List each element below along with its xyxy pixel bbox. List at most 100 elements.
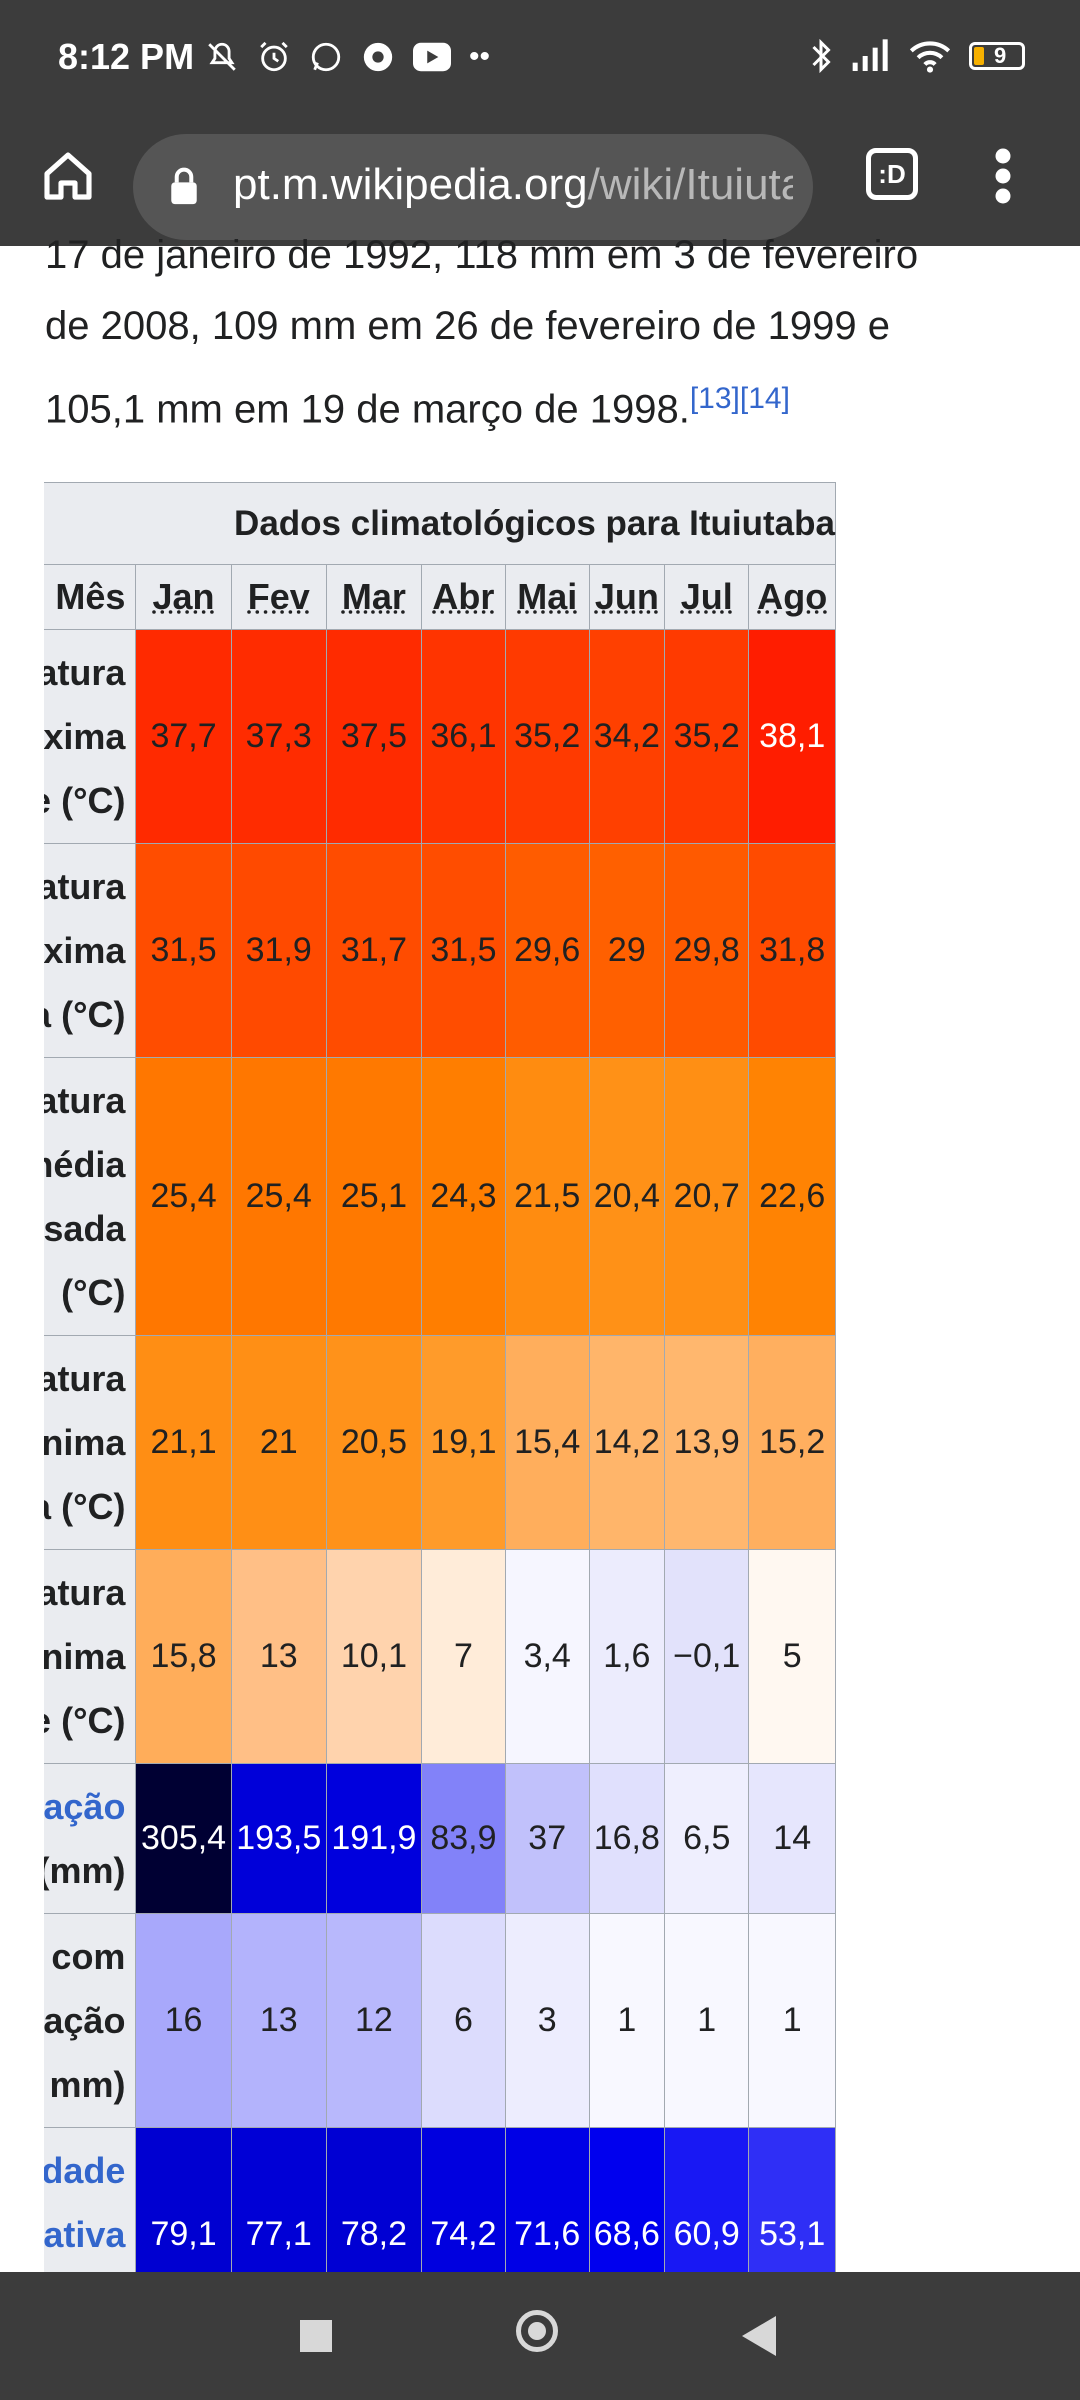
home-icon[interactable] [40,148,96,204]
row-header[interactable]: Precipitação (mm) [44,1763,137,1914]
table-cell: 25,1 [325,1057,423,1336]
table-cell: 191,9 [325,1763,423,1914]
home-button[interactable] [516,2310,558,2352]
row-header-line[interactable]: (mm) [44,1849,126,1891]
table-cell: 31,8 [748,843,836,1058]
row-header-line: (°C) [61,1271,126,1313]
table-cell: 15,4 [504,1335,590,1550]
table-cell: 20,7 [664,1057,750,1336]
table-cell: 74,2 [421,2127,506,2272]
row-header: Temperatura máxima média (°C) [44,843,137,1058]
row-header: Temperatura média compensada (°C) [44,1057,137,1336]
table-cell: 25,4 [230,1057,327,1336]
table-cell: 38,1 [748,629,836,844]
month-header-7[interactable]: Ago [748,564,836,630]
address-bar[interactable]: pt.m.wikipedia.org/wiki/Ituiutaba [133,134,813,240]
table-row: Temperatura mínima média (°C)21,12120,519,… [44,1335,836,1550]
row-header: Temperatura mínima recorde (°C) [44,1549,137,1764]
table-cell: 193,5 [230,1763,327,1914]
row-header[interactable]: Umidaderelativa(%) [44,2127,137,2272]
status-time: 8:12 PM [58,36,195,77]
row-header-line: Temperatura [44,865,126,907]
table-cell: 60,9 [664,2127,750,2272]
table-cell: 5 [748,1549,836,1764]
month-header-3[interactable]: Abr [421,564,506,630]
table-cell: 3 [504,1913,590,2128]
row-header-line: máxima [44,715,126,757]
table-cell: 13 [230,1549,327,1764]
month-header-4[interactable]: Mai [504,564,590,630]
month-header-1[interactable]: Fev [230,564,327,630]
paragraph-line: de 2008, 109 mm em 26 de fevereiro de 19… [45,304,890,348]
table-cell: 15,8 [135,1549,232,1764]
table-cell: 7 [421,1549,506,1764]
table-cell: 15,2 [748,1335,836,1550]
table-cell: 25,4 [135,1057,232,1336]
table-caption: Dados climatológicos para Ituiutaba [44,482,836,565]
tab-switcher-button[interactable]: :D [866,148,918,200]
url-host: pt.m.wikipedia.org [233,160,588,209]
table-cell: 71,6 [504,2127,590,2272]
table-cell: 31,5 [135,843,232,1058]
table-cell: 37,7 [135,629,232,844]
table-cell: 305,4 [135,1763,232,1914]
youtube-icon [413,42,451,72]
table-cell: 20,5 [325,1335,423,1550]
month-header-6[interactable]: Jul [664,564,750,630]
table-cell: 6,5 [664,1763,750,1914]
row-header-line[interactable]: Precipitação [44,1785,126,1827]
month-header-5[interactable]: Jun [588,564,666,630]
table-cell: −0,1 [664,1549,750,1764]
row-header-line: média (°C) [44,1485,126,1527]
table-cell: 78,2 [325,2127,423,2272]
reference-link[interactable]: [13] [689,382,740,415]
table-cell: 14 [748,1763,836,1914]
table-cell: 10,1 [325,1549,423,1764]
month-label: Fev [247,576,310,617]
table-cell: 37,5 [325,629,423,844]
lock-icon [171,167,197,205]
article-paragraph: 17 de janeiro de 1992, 118 mm em 3 de fe… [45,220,918,445]
battery-level: 9 [994,43,1007,68]
table-cell: 83,9 [421,1763,506,1914]
reference-link[interactable]: [14] [739,382,790,415]
overflow-menu-icon[interactable] [993,146,1013,206]
month-header: Mês [44,564,137,630]
battery-icon: 9 [969,42,1025,70]
table-cell: 22,6 [748,1057,836,1336]
table-row: Umidaderelativa(%)79,177,178,274,271,668… [44,2127,836,2272]
row-header-line: Temperatura [44,1357,126,1399]
table-cell: 35,2 [664,629,750,844]
row-header-line[interactable]: Umidade [44,2149,126,2191]
bluetooth-icon [812,38,831,74]
table-cell: 37 [504,1763,590,1914]
table-row: Precipitação (mm)305,4193,5191,983,93716,… [44,1763,836,1914]
row-header-line: média (°C) [44,993,126,1035]
wifi-icon [909,41,951,73]
status-bar: 8:12 PM •• 9 [0,0,1080,120]
table-cell: 53,1 [748,2127,836,2272]
url-path: /wiki/Ituiutaba [587,160,793,209]
row-header: Dias com precipitação (≥ 1 mm) [44,1913,137,2128]
row-header-line: máxima [44,929,126,971]
row-header-line: recorde (°C) [44,779,126,821]
month-header-0[interactable]: Jan [135,564,232,630]
navigation-bar [0,2272,1080,2400]
back-button[interactable] [742,2316,776,2356]
recents-button[interactable] [300,2320,332,2352]
table-row: Temperaturamáximamédia (°C)31,531,931,73… [44,843,836,1058]
table-cell: 29,6 [504,843,590,1058]
table-cell: 29,8 [664,843,750,1058]
climate-table: Dados climatológicos para Ituiutaba Mês … [44,482,836,2272]
month-header-2[interactable]: Mar [325,564,423,630]
row-header-line[interactable]: relativa [44,2213,126,2255]
row-header-line: recorde (°C) [44,1699,126,1741]
row-header-line: mínima [44,1421,126,1463]
month-label: Jun [594,576,659,617]
row-header-line: mínima [44,1635,126,1677]
row-header-line: compensada [44,1207,126,1249]
month-label: Jan [152,576,215,617]
climate-table-scroll[interactable]: Dados climatológicos para Ituiutaba Mês … [44,482,1036,2272]
notification-icons: •• [205,40,490,74]
table-cell: 16 [135,1913,232,2128]
